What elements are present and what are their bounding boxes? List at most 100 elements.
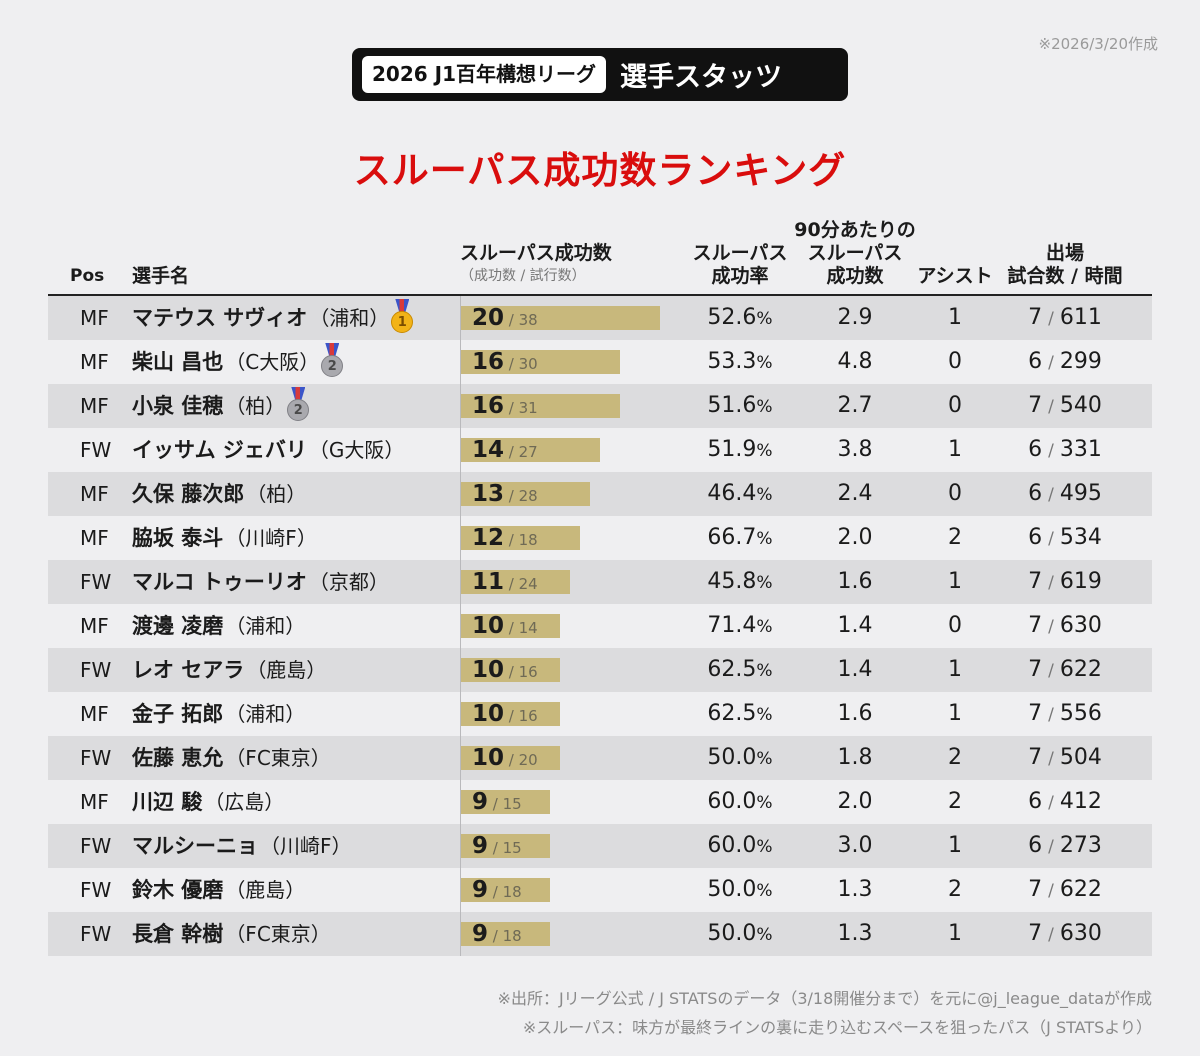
player-name: マテウス サヴィオ <box>132 306 308 330</box>
player-cell: 長倉 幹樹 （FC東京） <box>132 912 331 956</box>
passes-attempted: / 20 <box>504 751 538 769</box>
table-header: Pos 選手名 スルーパス成功数 （成功数 / 試行数） スルーパス 成功率 9… <box>48 210 1152 296</box>
percent-sign: % <box>756 661 773 681</box>
attempts-value: 38 <box>518 311 538 329</box>
position-cell: FW <box>80 834 112 858</box>
club-name: （川崎F） <box>260 834 352 858</box>
header-per90-line1: 90分あたりの <box>794 219 916 241</box>
table-row: MF 渡邊 凌磨 （浦和） 10 / 14 71.4% 1.4 0 7/630 <box>48 604 1152 648</box>
through-pass-value: 10 / 16 <box>472 648 538 692</box>
player-name: 長倉 幹樹 <box>132 922 224 946</box>
success-rate-value: 62.5 <box>707 657 757 682</box>
table-row: MF 脇坂 泰斗 （川崎F） 12 / 18 66.7% 2.0 2 6/534 <box>48 516 1152 560</box>
appearances-cell: 7/540 <box>1000 384 1130 428</box>
success-rate-value: 66.7 <box>707 525 757 550</box>
assist-cell: 1 <box>948 437 962 462</box>
table-row: FW 長倉 幹樹 （FC東京） 9 / 18 50.0% 1.3 1 7/630 <box>48 912 1152 956</box>
percent-sign: % <box>756 573 773 593</box>
club-name: （京都） <box>308 570 389 594</box>
per90-cell: 2.7 <box>837 393 873 418</box>
attempts-value: 28 <box>518 487 538 505</box>
header-apps-line2: 試合数 / 時間 <box>1007 265 1123 287</box>
club-name: （広島） <box>204 790 285 814</box>
header-rate: スルーパス 成功率 <box>680 242 800 288</box>
percent-sign: % <box>756 837 773 857</box>
passes-attempted: / 18 <box>488 883 522 901</box>
player-cell: 金子 拓郎 （浦和） <box>132 692 305 736</box>
per90-cell: 1.6 <box>837 701 873 726</box>
passes-attempted: / 31 <box>504 399 538 417</box>
through-pass-bar <box>460 658 560 682</box>
assist-cell: 0 <box>948 613 962 638</box>
table-row: FW 鈴木 優磨 （鹿島） 9 / 18 50.0% 1.3 2 7/622 <box>48 868 1152 912</box>
position-cell: FW <box>80 922 112 946</box>
per90-cell: 3.0 <box>837 833 873 858</box>
through-pass-value: 20 / 38 <box>472 296 538 340</box>
games-value: 6 <box>1028 525 1043 550</box>
success-rate-cell: 60.0% <box>680 780 800 824</box>
header-through-pass-label: スルーパス成功数 <box>460 242 612 264</box>
attempts-value: 20 <box>518 751 538 769</box>
games-value: 7 <box>1028 569 1043 594</box>
per90-cell: 1.3 <box>837 921 873 946</box>
table-row: MF 久保 藤次郎 （柏） 13 / 28 46.4% 2.4 0 6/495 <box>48 472 1152 516</box>
club-name: （川崎F） <box>225 526 317 550</box>
success-rate-cell: 62.5% <box>680 692 800 736</box>
success-rate-cell: 62.5% <box>680 648 800 692</box>
medal-rank: 1 <box>391 311 414 333</box>
passes-made: 11 <box>472 569 505 595</box>
player-name: イッサム ジェバリ <box>132 438 307 462</box>
player-name: 柴山 昌也 <box>132 350 224 374</box>
through-pass-cell: 10 / 16 <box>460 648 680 692</box>
passes-attempted: / 15 <box>488 795 522 813</box>
passes-made: 9 <box>472 789 489 815</box>
through-pass-value: 13 / 28 <box>472 472 538 516</box>
passes-attempted: / 18 <box>488 927 522 945</box>
medal-ribbon <box>325 343 340 357</box>
through-pass-bar <box>460 482 590 506</box>
appearances-cell: 6/299 <box>1000 340 1130 384</box>
through-pass-cell: 14 / 27 <box>460 428 680 472</box>
assist-cell: 2 <box>948 789 962 814</box>
assist-cell: 1 <box>948 921 962 946</box>
medal-ribbon <box>395 299 410 313</box>
assist-cell: 2 <box>948 745 962 770</box>
attempts-value: 16 <box>518 707 538 725</box>
table-row: MF マテウス サヴィオ （浦和） 1 20 / 38 52.6% 2.9 1 7/611 <box>48 296 1152 340</box>
separator: / <box>1048 881 1054 901</box>
appearances-cell: 7/622 <box>1000 648 1130 692</box>
passes-attempted: / 16 <box>504 663 538 681</box>
separator: / <box>1048 705 1054 725</box>
club-name: （浦和） <box>309 306 390 330</box>
player-name: 小泉 佳穂 <box>132 394 224 418</box>
table-row: FW 佐藤 恵允 （FC東京） 10 / 20 50.0% 1.8 2 7/504 <box>48 736 1152 780</box>
percent-sign: % <box>756 353 773 373</box>
header-rate-line1: スルーパス <box>692 242 788 264</box>
through-pass-bar <box>460 746 560 770</box>
assist-cell: 1 <box>948 657 962 682</box>
header-through-pass-sub: （成功数 / 試行数） <box>460 268 586 284</box>
header-pos: Pos <box>70 266 105 286</box>
club-name: （C大阪） <box>225 350 320 374</box>
games-value: 7 <box>1028 657 1043 682</box>
success-rate-value: 46.4 <box>707 481 757 506</box>
attempts-value: 30 <box>518 355 538 373</box>
through-pass-value: 11 / 24 <box>472 560 538 604</box>
success-rate-value: 60.0 <box>707 789 757 814</box>
separator: / <box>1048 749 1054 769</box>
through-pass-value: 12 / 18 <box>472 516 538 560</box>
table-row: MF 柴山 昌也 （C大阪） 2 16 / 30 53.3% 4.8 0 6/299 <box>48 340 1152 384</box>
player-name: 鈴木 優磨 <box>132 878 224 902</box>
passes-made: 10 <box>472 745 505 771</box>
created-date: ※2026/3/20作成 <box>1038 35 1158 53</box>
table-row: FW イッサム ジェバリ （G大阪） 14 / 27 51.9% 3.8 1 6/331 <box>48 428 1152 472</box>
appearances-cell: 6/273 <box>1000 824 1130 868</box>
player-name: マルコ トゥーリオ <box>132 570 307 594</box>
silver-medal-icon: 2 <box>287 387 310 421</box>
success-rate-cell: 51.9% <box>680 428 800 472</box>
passes-made: 9 <box>472 877 489 903</box>
minutes-value: 331 <box>1059 437 1102 462</box>
percent-sign: % <box>756 925 773 945</box>
passes-attempted: / 18 <box>504 531 538 549</box>
assist-cell: 1 <box>948 569 962 594</box>
